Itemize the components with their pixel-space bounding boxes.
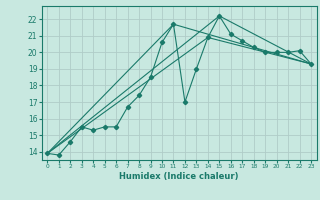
- X-axis label: Humidex (Indice chaleur): Humidex (Indice chaleur): [119, 172, 239, 181]
